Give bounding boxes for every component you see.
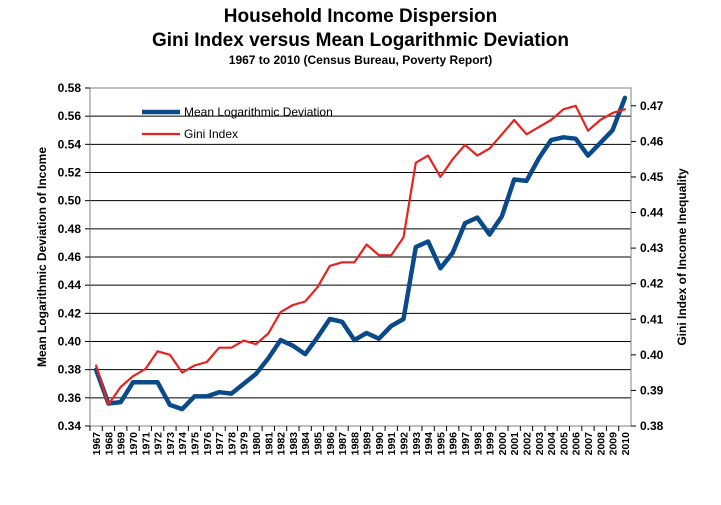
x-tick-label: 1987 (337, 432, 349, 456)
y-axis-right-label: Gini Index of Income Inequality (675, 168, 689, 346)
x-tick-label: 1998 (472, 432, 484, 456)
x-tick-label: 1985 (312, 432, 324, 456)
y-right-tick-label: 0.38 (640, 419, 664, 433)
x-tick-label: 1981 (263, 432, 275, 456)
y-left-tick-label: 0.44 (58, 278, 82, 292)
y-left-tick-label: 0.54 (58, 137, 82, 151)
x-tick-label: 1979 (239, 432, 251, 456)
gini-series-line (94, 104, 627, 406)
x-tick-label: 1980 (251, 432, 263, 456)
x-tick-label: 1984 (300, 432, 312, 456)
x-tick-label: 2001 (509, 432, 521, 456)
y-left-tick-label: 0.36 (58, 391, 82, 405)
x-tick-label: 1993 (411, 432, 423, 456)
y-right-tick-label: 0.40 (640, 348, 664, 362)
x-tick-label: 1986 (325, 432, 337, 456)
gridlines (90, 115, 631, 399)
legend: Mean Logarithmic Deviation Gini Index (142, 105, 333, 141)
x-tick-label: 1977 (214, 432, 226, 456)
x-tick-label: 1972 (153, 432, 165, 456)
x-tick-label: 1992 (399, 432, 411, 456)
chart-title: Household Income Dispersion (223, 6, 498, 27)
x-tick-label: 1974 (177, 432, 189, 456)
y-right-tick-label: 0.44 (640, 206, 664, 220)
y-right-tick-label: 0.43 (640, 241, 664, 255)
x-tick-label: 1973 (165, 432, 177, 456)
y-axis-left-label: Mean Logarithmic Deviation of Income (35, 147, 49, 367)
x-tick-label: 2010 (620, 432, 632, 456)
mld-series-line (93, 95, 628, 412)
x-tick-label: 1975 (190, 432, 202, 456)
y-left-tick-label: 0.40 (58, 335, 82, 349)
series-lines (93, 95, 628, 412)
y-right-tick-label: 0.47 (640, 99, 664, 113)
x-tick-label: 1988 (349, 432, 361, 456)
x-tick-label: 1970 (128, 432, 140, 456)
x-tick-label: 2009 (608, 432, 620, 456)
x-tick-label: 2005 (558, 432, 570, 456)
y-right-tick-label: 0.42 (640, 277, 664, 291)
x-tick-label: 1971 (140, 432, 152, 456)
x-tick-label: 1982 (276, 432, 288, 456)
x-tick-label: 1994 (423, 432, 435, 456)
y-left-tick-label: 0.56 (58, 109, 82, 123)
x-tick-label: 2007 (583, 432, 595, 456)
y-right-tick-label: 0.39 (640, 383, 664, 397)
y-left-tick-label: 0.52 (58, 166, 82, 180)
x-tick-label: 1995 (435, 432, 447, 456)
x-tick-label: 1989 (362, 432, 374, 456)
x-tick-label: 1991 (386, 432, 398, 456)
x-tick-label: 2008 (595, 432, 607, 456)
y-right-tick-label: 0.45 (640, 170, 664, 184)
x-tick-label: 1996 (448, 432, 460, 456)
chart-source-note: 1967 to 2010 (Census Bureau, Poverty Rep… (228, 53, 493, 67)
y-left-tick-label: 0.46 (58, 250, 82, 264)
y-left-tick-label: 0.58 (58, 81, 82, 95)
x-tick-label: 1968 (103, 432, 115, 456)
chart-subtitle: Gini Index versus Mean Logarithmic Devia… (151, 30, 570, 51)
x-tick-label: 1969 (116, 432, 128, 456)
x-tick-label: 1976 (202, 432, 214, 456)
x-tick-label: 1997 (460, 432, 472, 456)
x-tick-label: 2006 (571, 432, 583, 456)
x-tick-label: 2004 (546, 432, 558, 456)
y-left-tick-label: 0.42 (58, 306, 82, 320)
x-tick-label: 2003 (534, 432, 546, 456)
x-tick-label: 1978 (226, 432, 238, 456)
y-left-tick-label: 0.50 (58, 194, 82, 208)
axes: 0.34 0.36 0.38 0.40 0.42 0.44 0.46 0.48 0.50 0.52… (58, 81, 664, 455)
y-left-tick-label: 0.38 (58, 363, 82, 377)
y-left-tick-label: 0.34 (58, 419, 82, 433)
x-tick-label: 1999 (485, 432, 497, 456)
y-right-tick-label: 0.46 (640, 134, 664, 148)
x-tick-label: 2000 (497, 432, 509, 456)
x-tick-label: 1983 (288, 432, 300, 456)
x-tick-label: 1967 (91, 432, 103, 456)
legend-label-mld: Mean Logarithmic Deviation (184, 105, 333, 119)
y-left-tick-label: 0.48 (58, 222, 82, 236)
x-tick-label: 1990 (374, 432, 386, 456)
x-tick-label: 2002 (521, 432, 533, 456)
y-right-tick-label: 0.41 (640, 312, 664, 326)
legend-label-gini: Gini Index (184, 127, 238, 141)
